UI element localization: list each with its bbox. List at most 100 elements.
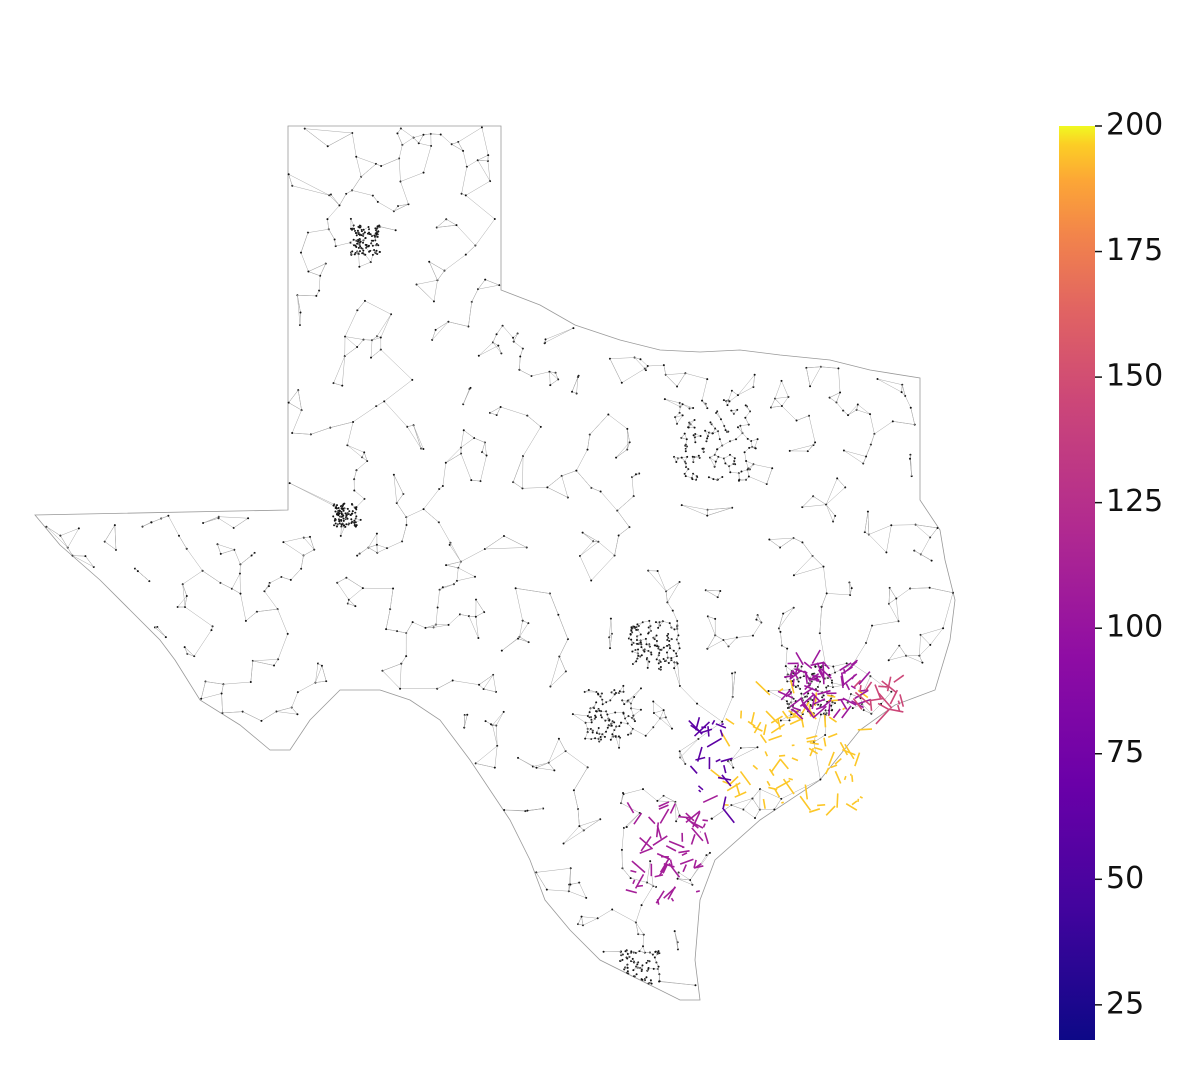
bus-node [432, 300, 435, 303]
highlighted-line [662, 863, 669, 874]
transmission-line [682, 403, 690, 409]
transmission-line [802, 504, 827, 508]
bus-node [185, 595, 188, 598]
transmission-line [379, 226, 396, 231]
highlighted-line [721, 732, 731, 747]
transmission-line [806, 367, 811, 387]
transmission-line [457, 141, 464, 151]
transmission-line [240, 593, 247, 621]
bus-node [740, 470, 743, 473]
bus-node [594, 737, 597, 740]
bus-node [683, 432, 686, 435]
transmission-line [431, 321, 449, 341]
transmission-line [774, 396, 789, 399]
transmission-line [609, 633, 613, 649]
bus-node [876, 377, 879, 380]
highlighted-line [654, 874, 664, 878]
transmission-line [492, 342, 499, 346]
transmission-line [340, 526, 342, 536]
transmission-line [663, 795, 676, 803]
bus-node [580, 915, 583, 918]
highlighted-line [693, 721, 711, 737]
bus-node [378, 251, 381, 254]
transmission-line [406, 508, 424, 518]
highlighted-line [808, 747, 819, 755]
highlighted-line [656, 898, 660, 905]
transmission-line [871, 703, 882, 714]
bus-node [466, 713, 469, 716]
transmission-line [634, 357, 641, 360]
transmission-line [347, 603, 356, 607]
transmission-line [430, 133, 441, 135]
transmission-line [400, 172, 424, 182]
transmission-line [745, 460, 754, 465]
bus-node [629, 633, 632, 636]
bus-node [652, 700, 655, 703]
transmission-line [576, 377, 579, 394]
highlighted-line [825, 805, 836, 816]
bus-node [692, 407, 695, 410]
highlighted-line [770, 715, 783, 724]
highlighted-line [715, 758, 721, 763]
transmission-line [365, 254, 371, 263]
bus-node [341, 384, 344, 387]
transmission-line [910, 407, 915, 425]
bus-node [517, 637, 520, 640]
transmission-line [910, 587, 930, 589]
bus-node [150, 521, 153, 524]
transmission-line [310, 427, 331, 435]
transmission-line [520, 348, 524, 357]
transmission-line [665, 591, 668, 603]
transmission-line [870, 433, 875, 445]
bus-node [354, 525, 357, 528]
bus-node [736, 426, 739, 429]
bus-node [733, 457, 736, 460]
transmission-line [351, 176, 362, 191]
highlighted-line [715, 723, 727, 729]
transmission-line [104, 525, 116, 542]
transmission-line [347, 421, 354, 446]
bus-node [832, 665, 835, 668]
transmission-line [717, 431, 721, 440]
highlighted-line [768, 734, 783, 742]
transmission-line [485, 279, 500, 286]
transmission-line [891, 524, 916, 526]
bus-node [480, 126, 483, 129]
bus-node [724, 462, 727, 465]
transmission-line [396, 493, 404, 504]
transmission-line [496, 325, 503, 335]
transmission-line [667, 581, 680, 603]
transmission-line [276, 711, 298, 715]
transmission-line [731, 390, 739, 396]
transmission-line [919, 634, 921, 656]
bus-node [662, 658, 665, 661]
bus-node [707, 476, 710, 479]
transmission-line [582, 918, 598, 926]
transmission-line [347, 445, 365, 453]
transmission-line [715, 635, 724, 641]
transmission-line [578, 882, 587, 898]
bus-node [606, 726, 609, 729]
transmission-line [558, 738, 566, 752]
bus-node [635, 973, 638, 976]
transmission-line [871, 621, 899, 626]
transmission-line [319, 263, 326, 276]
transmission-line [327, 219, 329, 230]
transmission-line [416, 280, 438, 285]
transmission-line [371, 336, 378, 341]
bus-node [633, 696, 636, 699]
highlighted-line [808, 808, 821, 813]
transmission-line [745, 411, 751, 418]
transmission-line [549, 371, 556, 373]
transmission-line [393, 474, 397, 504]
bus-node [710, 817, 713, 820]
bus-node [495, 333, 498, 336]
transmission-line [376, 544, 388, 549]
transmission-line [429, 261, 445, 271]
bus-node [355, 155, 358, 158]
transmission-line [435, 321, 449, 331]
bus-node [478, 683, 481, 686]
bus-node [753, 373, 756, 376]
bus-node [819, 713, 822, 716]
transmission-line [646, 659, 648, 668]
